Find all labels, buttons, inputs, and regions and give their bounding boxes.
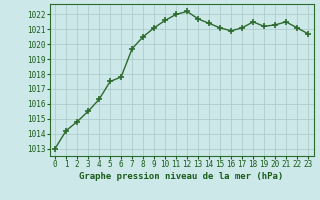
X-axis label: Graphe pression niveau de la mer (hPa): Graphe pression niveau de la mer (hPa) bbox=[79, 172, 284, 181]
